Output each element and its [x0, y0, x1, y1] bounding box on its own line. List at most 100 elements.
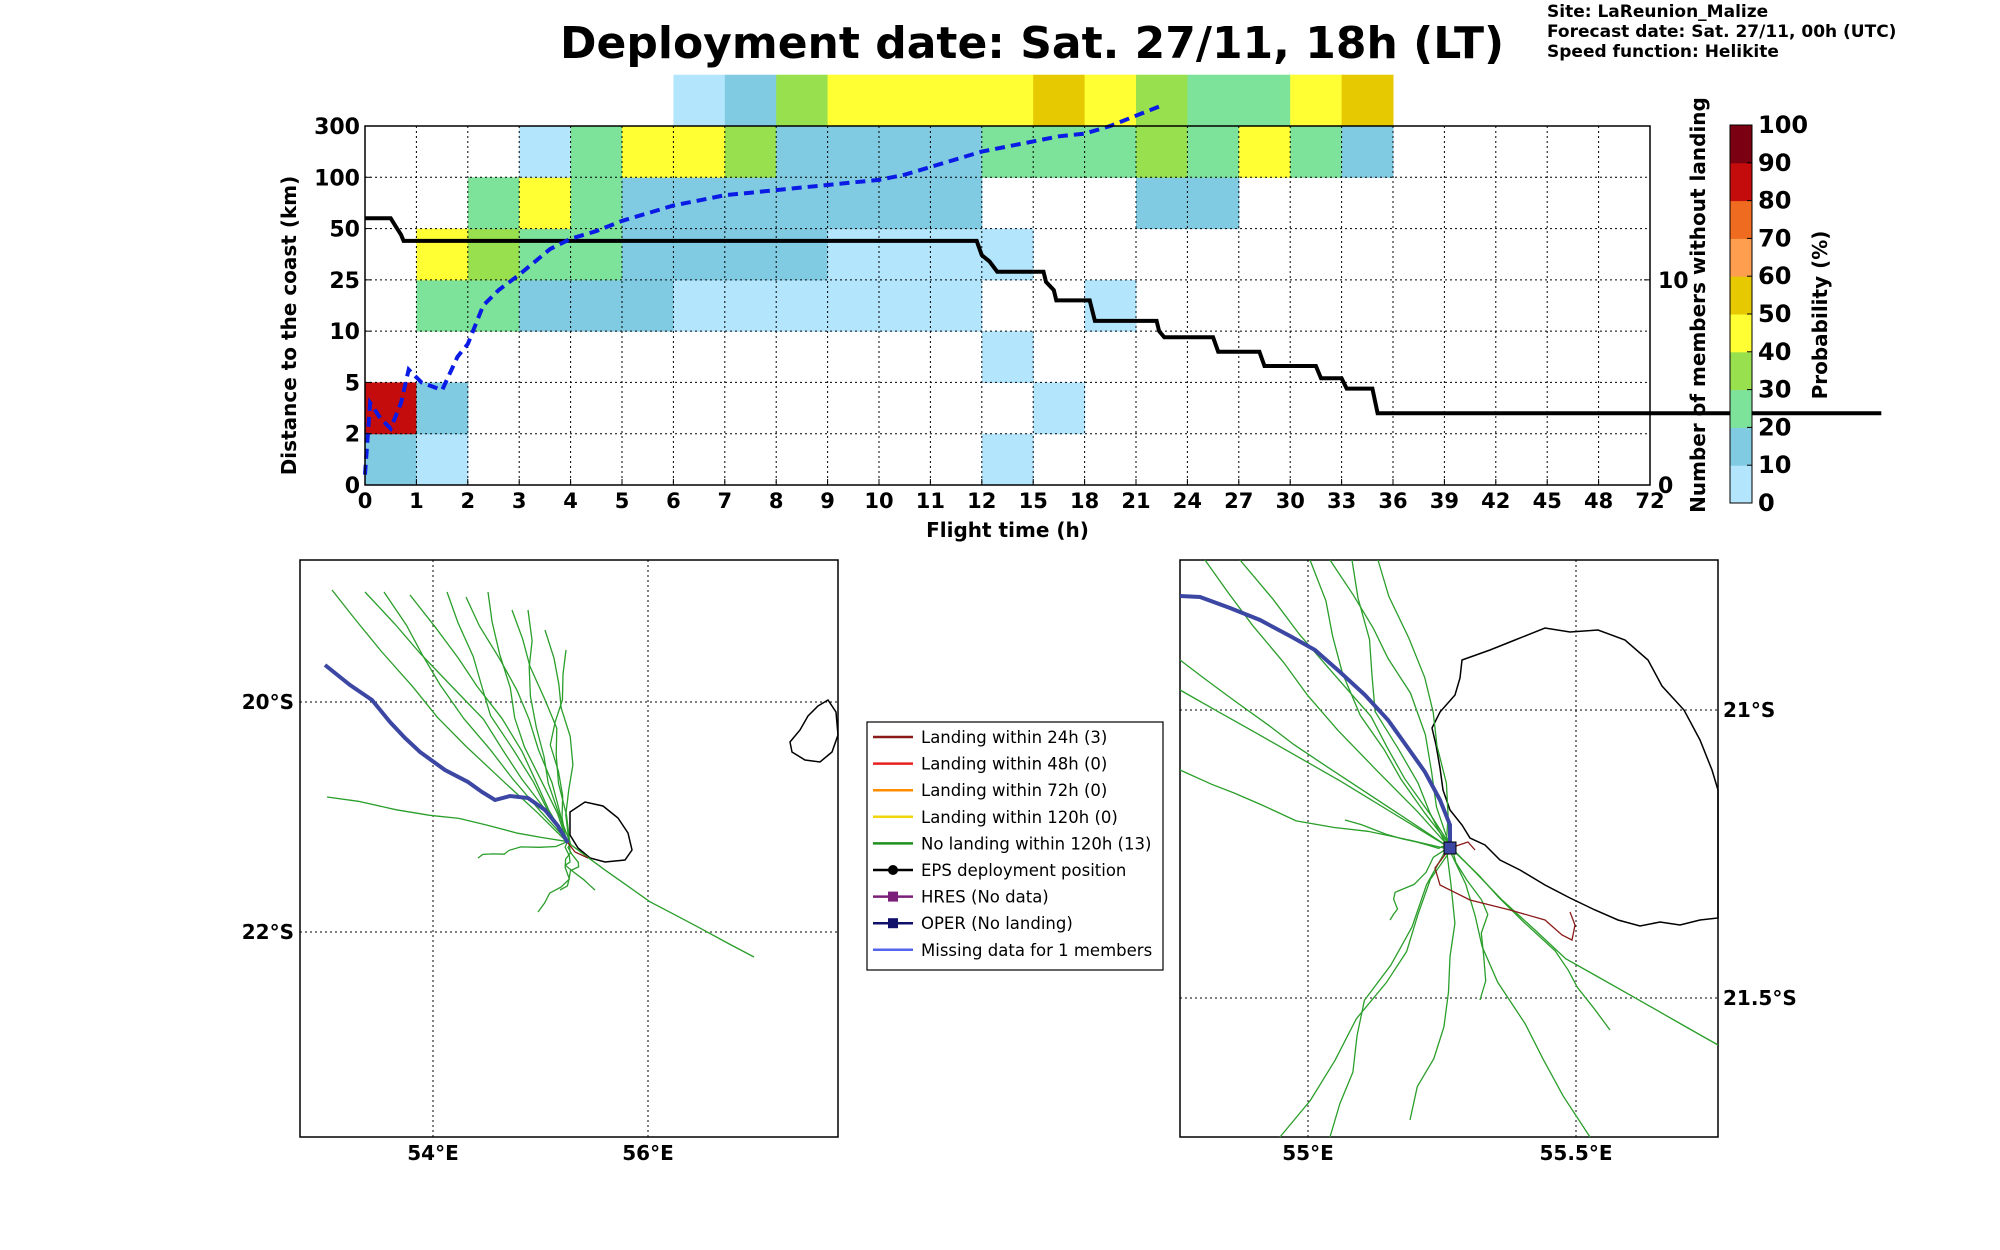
member-trajectory [511, 609, 571, 845]
reunion-island-outline [1431, 627, 1719, 927]
legend-box [866, 721, 1164, 971]
legend-entry-label: OPER (No landing) [921, 914, 1073, 933]
y2-tick-label: 0 [1658, 474, 1673, 499]
heatmap-cell [879, 279, 931, 332]
heatmap-cell [981, 126, 1034, 178]
member-trajectory [570, 844, 755, 958]
heatmap-cell [724, 126, 777, 178]
member-trajectory [527, 609, 572, 846]
heatmap-cell [930, 228, 983, 281]
legend-entry-label: Landing within 24h (3) [921, 728, 1107, 747]
heatmap-cell [1033, 382, 1086, 435]
longitude-label: 55°E [1282, 1141, 1334, 1165]
colorbar-tick-label: 60 [1758, 262, 1791, 290]
x-tick-label: 27 [1224, 489, 1253, 513]
member-trajectory [1409, 845, 1456, 1121]
x-tick-label: 15 [1019, 489, 1048, 513]
latitude-label: 22°S [242, 920, 294, 944]
x-tick-label: 6 [666, 489, 681, 513]
member-trajectory [1451, 849, 1489, 1001]
heatmap-cell [622, 177, 674, 230]
median-distance-line [363, 103, 1163, 475]
colorbar-segment [1730, 389, 1752, 428]
heatmap-cell [1238, 74, 1291, 127]
x-tick-label: 9 [820, 489, 835, 513]
legend-entry-label: HRES (No data) [921, 888, 1049, 907]
heatmap-cell [519, 177, 572, 230]
heatmap-cell [467, 279, 520, 332]
y2-axis-label: Number of members without landing [1686, 97, 1710, 513]
member-trajectory [1279, 848, 1453, 1138]
x-tick-label: 30 [1276, 489, 1305, 513]
left-trajectory-map: 20°S 22°S 54°E 56°E [242, 559, 839, 1165]
legend-entry-label: Landing within 120h (0) [921, 808, 1118, 827]
heatmap-cell [724, 228, 777, 281]
heatmap-cell [879, 177, 931, 230]
colorbar-tick-label: 80 [1758, 187, 1791, 215]
heatmap-cell [776, 74, 829, 127]
colorbar-segment [1730, 238, 1752, 277]
y-tick-label: 300 [314, 115, 360, 140]
heatmap-cell [673, 126, 726, 178]
member-trajectory [544, 629, 574, 844]
member-trajectory [1309, 559, 1455, 851]
legend-entry-label: EPS deployment position [921, 861, 1126, 880]
heatmap-cell [724, 279, 777, 332]
y-tick-label: 50 [329, 218, 360, 243]
legend-entry-label: Landing within 72h (0) [921, 781, 1107, 800]
legend-entry-label: Missing data for 1 members [921, 941, 1152, 960]
chart-title: Deployment date: Sat. 27/11, 18h (LT) [560, 18, 1505, 69]
member-trajectory [477, 841, 567, 859]
heatmap-cell [879, 228, 931, 281]
heatmap-cell [827, 228, 880, 281]
latitude-label: 21°S [1723, 698, 1775, 722]
colorbar-tick-label: 90 [1758, 149, 1791, 177]
heatmap-cell [519, 228, 572, 281]
site-label: Site: LaReunion_Malize [1547, 2, 1769, 22]
x-tick-label: 4 [563, 489, 578, 513]
heatmap-cell [981, 74, 1034, 127]
y2-tick-label: 10 [1658, 269, 1689, 294]
heatmap-cell [365, 433, 417, 486]
colorbar-segment [1730, 465, 1752, 504]
colorbar-tick-label: 50 [1758, 300, 1791, 328]
colorbar-segment [1730, 314, 1752, 353]
colorbar-segment [1730, 200, 1752, 239]
member-trajectory [1344, 819, 1447, 850]
heatmap-cell [1187, 126, 1240, 178]
y-tick-label: 0 [345, 474, 360, 499]
heatmap-cell [519, 126, 572, 178]
landing-24h-trajectory [567, 842, 589, 859]
member-trajectory [1179, 659, 1450, 848]
longitude-label: 54°E [407, 1141, 459, 1165]
member-trajectory [465, 596, 566, 842]
x-tick-label: 10 [864, 489, 893, 513]
member-trajectory [331, 589, 569, 844]
heatmap-cell [467, 177, 520, 230]
heatmap-cell [1341, 74, 1394, 127]
y-tick-label: 25 [329, 269, 360, 294]
colorbar-tick-label: 10 [1758, 451, 1791, 479]
y-tick-label: 5 [345, 371, 360, 396]
heatmap-cell [416, 279, 469, 332]
heatmap-cell [673, 74, 726, 127]
member-trajectory [1204, 559, 1451, 849]
colorbar-segment [1730, 276, 1752, 315]
colorbar-label: Probability (%) [1808, 231, 1832, 400]
heatmap-cell [1290, 74, 1343, 127]
heatmap-cell [673, 279, 726, 332]
x-tick-label: 45 [1533, 489, 1562, 513]
heatmap-cell [776, 177, 829, 230]
forecast-metadata: Site: LaReunion_Malize Forecast date: Sa… [1547, 2, 1896, 62]
heatmap-cell [416, 433, 469, 486]
heatmap-cell [1136, 126, 1188, 178]
colorbar-segment [1730, 125, 1752, 164]
member-trajectory [1453, 849, 1719, 1046]
y-tick-label: 10 [329, 320, 360, 345]
heatmap-cell [519, 279, 572, 332]
x-tick-label: 36 [1378, 489, 1407, 513]
member-trajectory [1447, 846, 1591, 1138]
colorbar-tick-label: 20 [1758, 413, 1791, 441]
latitude-label: 21.5°S [1723, 986, 1797, 1010]
